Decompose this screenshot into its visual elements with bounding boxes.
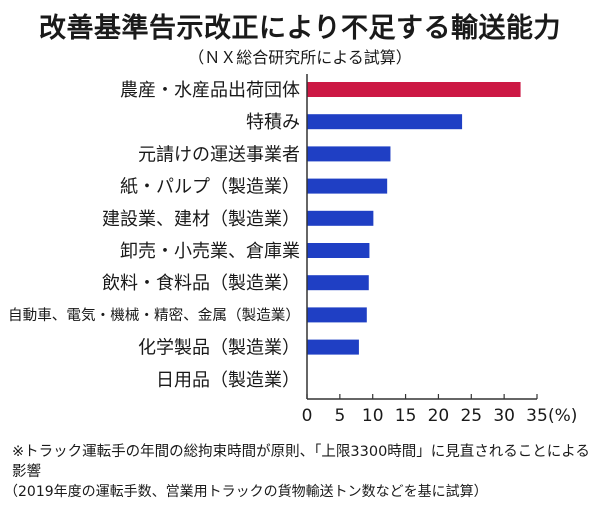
bar xyxy=(307,114,463,130)
category-label: 卸売・小売業、倉庫業 xyxy=(120,241,300,262)
bar xyxy=(307,339,359,355)
category-label: 元請けの運送事業者 xyxy=(138,144,300,165)
bar xyxy=(307,307,367,323)
category-label: 化学製品（製造業） xyxy=(138,338,300,359)
bars xyxy=(307,82,521,355)
x-tick-label: 30 xyxy=(493,406,515,426)
bar xyxy=(307,178,388,194)
category-label: 紙・パルプ（製造業） xyxy=(120,177,300,198)
x-tick-label: 0 xyxy=(302,406,313,426)
x-tick-label: 25 xyxy=(460,406,482,426)
category-label: 日用品（製造業） xyxy=(156,370,300,391)
footnote-2: （2019年度の運転手数、営業用トラックの貨物輸送トン数などを基に試算） xyxy=(4,484,488,500)
bar xyxy=(307,146,391,162)
category-label: 建設業、建材（製造業） xyxy=(102,209,300,230)
bar xyxy=(307,275,369,291)
category-label: 特積み xyxy=(246,112,300,133)
x-tick-label: 20 xyxy=(428,406,450,426)
chart-title: 改善基準告示改正により不足する輸送能力 xyxy=(39,13,561,44)
category-label: 飲料・食料品（製造業） xyxy=(102,273,300,294)
chart-subtitle: （ＮＸ総合研究所による試算） xyxy=(188,48,412,67)
x-tick-label: 5 xyxy=(334,406,345,426)
bar xyxy=(307,82,521,97)
x-tick-label: 35 xyxy=(526,406,548,426)
x-axis: 0 5 10 15 20 25 30 35 (%) xyxy=(302,74,577,426)
x-tick-label: 15 xyxy=(395,406,417,426)
x-tick-label: 10 xyxy=(362,406,384,426)
category-label: 農産・水産品出荷団体 xyxy=(120,80,300,101)
bar xyxy=(307,243,370,258)
bar xyxy=(307,210,374,226)
footnote-1: ※トラック運転手の年間の総拘束時間が原則、「上限3300時間」に見直されることに… xyxy=(12,444,590,480)
x-axis-unit: (%) xyxy=(548,406,577,426)
category-label: 自動車、電気・機械・精密、金属（製造業） xyxy=(8,307,300,324)
